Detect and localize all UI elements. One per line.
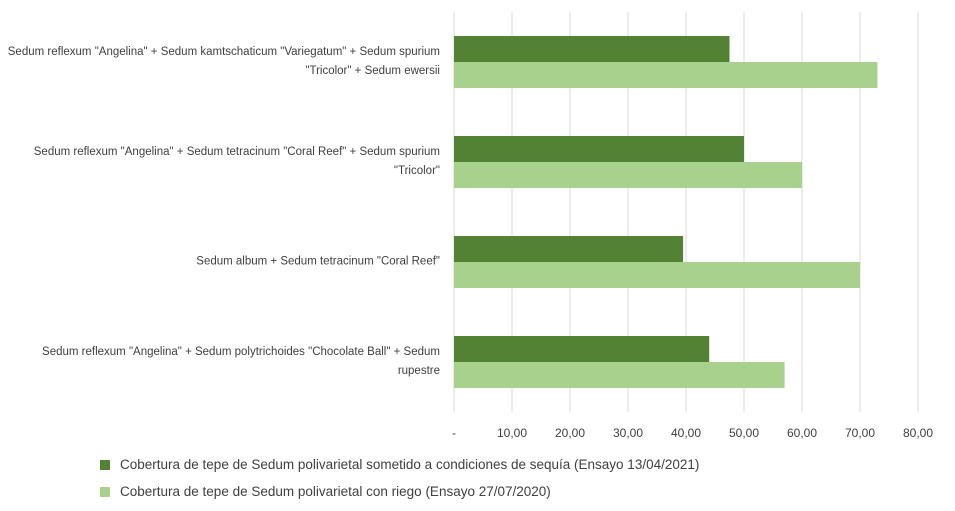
bar (454, 36, 730, 62)
bar (454, 362, 785, 388)
legend-entry: Cobertura de tepe de Sedum polivarietal … (100, 484, 551, 499)
legend-swatch (100, 459, 110, 470)
bar (454, 162, 802, 188)
legend-label: Cobertura de tepe de Sedum polivarietal … (120, 457, 700, 472)
bar (454, 236, 684, 262)
y-tick-label: Sedum album + Sedum tetracinum "Coral Re… (196, 255, 440, 268)
x-tick-label: 20,00 (555, 426, 585, 440)
legend-entry: Cobertura de tepe de Sedum polivarietal … (100, 457, 699, 472)
x-tick-label: 70,00 (845, 426, 875, 440)
bar (454, 262, 860, 288)
x-tick-label: 60,00 (787, 426, 817, 440)
x-tick-label: 80,00 (903, 426, 933, 440)
bar (454, 336, 710, 362)
y-tick-label: Sedum reflexum "Angelina" + Sedum kamtsc… (7, 46, 440, 77)
x-tick-label: 50,00 (729, 426, 759, 440)
x-tick-label: 10,00 (497, 426, 527, 440)
y-tick-label: Sedum reflexum "Angelina" + Sedum polytr… (42, 346, 440, 377)
x-tick-label: - (452, 426, 456, 440)
legend-swatch (100, 486, 110, 497)
y-tick-label: Sedum reflexum "Angelina" + Sedum tetrac… (33, 146, 440, 177)
x-tick-label: 30,00 (613, 426, 643, 440)
bar (454, 62, 878, 88)
legend-label: Cobertura de tepe de Sedum polivarietal … (120, 484, 551, 499)
bar (454, 136, 744, 162)
x-tick-label: 40,00 (671, 426, 701, 440)
